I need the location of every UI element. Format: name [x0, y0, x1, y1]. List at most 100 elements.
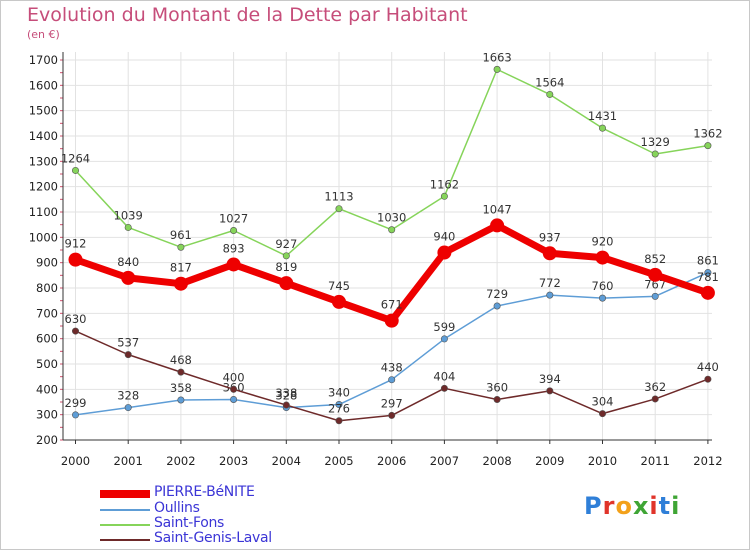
data-label-oullins: 328: [117, 389, 139, 403]
chart-title: Evolution du Montant de la Dette par Hab…: [27, 4, 468, 26]
data-label-saint-genis-laval: 276: [328, 402, 350, 416]
plot-area: [63, 52, 712, 440]
data-point-oullins: [177, 396, 185, 404]
legend-swatch-saint-genis-laval: [100, 539, 150, 541]
data-label-pierre-b-nite: 940: [433, 230, 455, 244]
data-point-oullins: [388, 376, 396, 384]
data-point-saint-genis-laval: [651, 395, 659, 403]
data-point-oullins: [598, 294, 606, 302]
x-tick-label: 2002: [166, 454, 195, 468]
data-point-oullins: [124, 404, 132, 412]
data-label-saint-genis-laval: 440: [697, 360, 719, 374]
data-point-oullins: [546, 291, 554, 299]
data-point-saint-genis-laval: [388, 411, 396, 419]
data-label-pierre-b-nite: 840: [117, 255, 139, 269]
data-point-saint-genis-laval: [124, 351, 132, 359]
y-tick-label: 1400: [29, 129, 58, 143]
data-label-saint-genis-laval: 297: [381, 396, 403, 410]
x-tick-label: 2012: [693, 454, 722, 468]
data-point-pierre-b-nite: [542, 246, 557, 261]
data-label-saint-genis-laval: 537: [117, 336, 139, 350]
data-point-pierre-b-nite: [700, 285, 715, 300]
logo-letter: x: [632, 492, 650, 520]
data-label-oullins: 328: [275, 389, 297, 403]
logo-letter: t: [658, 492, 672, 520]
y-tick-label: 1500: [29, 104, 58, 118]
y-tick-label: 1600: [29, 78, 58, 92]
logo-letter: i: [671, 492, 681, 520]
x-tick-label: 2007: [430, 454, 459, 468]
y-tick-label: 200: [36, 433, 58, 447]
data-point-saint-fons: [72, 166, 80, 174]
data-point-saint-genis-laval: [440, 384, 448, 392]
data-label-pierre-b-nite: 893: [223, 241, 245, 255]
x-tick-label: 2004: [272, 454, 301, 468]
data-label-saint-fons: 1329: [641, 135, 670, 149]
y-tick-label: 1000: [29, 230, 58, 244]
y-tick-label: 400: [36, 382, 58, 396]
logo-letter: o: [615, 492, 633, 520]
data-label-saint-genis-laval: 468: [170, 353, 192, 367]
data-label-saint-fons: 1027: [219, 211, 248, 225]
data-point-saint-genis-laval: [177, 368, 185, 376]
data-label-pierre-b-nite: 745: [328, 279, 350, 293]
data-point-saint-genis-laval: [704, 375, 712, 383]
data-point-saint-fons: [598, 124, 606, 132]
data-label-pierre-b-nite: 920: [592, 235, 614, 249]
data-point-saint-genis-laval: [546, 387, 554, 395]
data-point-saint-fons: [704, 142, 712, 150]
y-tick-label: 600: [36, 332, 58, 346]
legend-label-saint-genis-laval: Saint-Genis-Laval: [154, 530, 272, 546]
data-label-oullins: 299: [65, 396, 87, 410]
data-label-saint-fons: 1663: [482, 50, 511, 64]
x-tick-label: 2009: [535, 454, 564, 468]
data-point-saint-genis-laval: [282, 401, 290, 409]
x-tick-label: 2011: [641, 454, 670, 468]
data-label-oullins: 438: [381, 361, 403, 375]
data-point-pierre-b-nite: [68, 252, 83, 267]
data-point-pierre-b-nite: [332, 294, 346, 309]
data-point-saint-fons: [282, 252, 290, 260]
data-label-oullins: 729: [486, 287, 508, 301]
legend-swatch-pierre-benite: [100, 490, 150, 498]
logo-letter: i: [649, 492, 659, 520]
x-tick-label: 2005: [324, 454, 353, 468]
data-label-pierre-b-nite: 817: [170, 261, 192, 275]
y-tick-label: 800: [36, 281, 58, 295]
data-point-saint-genis-laval: [493, 395, 501, 403]
y-tick-label: 1100: [29, 205, 58, 219]
data-label-pierre-b-nite: 671: [381, 298, 403, 312]
data-label-saint-fons: 1039: [114, 208, 143, 222]
y-tick-label: 300: [36, 408, 58, 422]
data-label-pierre-b-nite: 1047: [482, 202, 511, 216]
data-point-oullins: [335, 401, 343, 409]
data-label-oullins: 599: [433, 320, 455, 334]
data-point-pierre-b-nite: [121, 270, 136, 285]
data-point-saint-genis-laval: [230, 385, 238, 393]
data-label-oullins: 861: [697, 254, 719, 268]
x-tick-label: 2000: [61, 454, 90, 468]
legend-swatch-oullins: [100, 509, 150, 511]
legend-item-oullins: Oullins: [100, 500, 360, 518]
data-label-saint-fons: 1162: [430, 177, 459, 191]
data-point-oullins: [704, 269, 712, 277]
legend-item-saint-genis-laval: Saint-Genis-Laval: [100, 530, 360, 548]
legend-label-saint-fons: Saint-Fons: [154, 515, 225, 531]
data-label-saint-fons: 961: [170, 228, 192, 242]
legend-label-pierre-benite: PIERRE-BéNITE: [154, 484, 255, 500]
x-tick-label: 2003: [219, 454, 248, 468]
data-label-saint-genis-laval: 400: [223, 370, 245, 384]
data-point-pierre-b-nite: [226, 257, 241, 272]
logo-letter: P: [584, 492, 603, 520]
data-point-pierre-b-nite: [437, 245, 452, 260]
data-point-saint-genis-laval: [598, 410, 606, 418]
data-label-oullins: 772: [539, 276, 561, 290]
data-point-saint-fons: [440, 192, 448, 200]
data-point-pierre-b-nite: [490, 218, 505, 233]
data-point-oullins: [72, 411, 80, 419]
data-point-oullins: [651, 292, 659, 300]
y-tick-label: 1300: [29, 154, 58, 168]
legend-swatch-saint-fons: [100, 524, 150, 526]
data-point-saint-fons: [230, 226, 238, 234]
